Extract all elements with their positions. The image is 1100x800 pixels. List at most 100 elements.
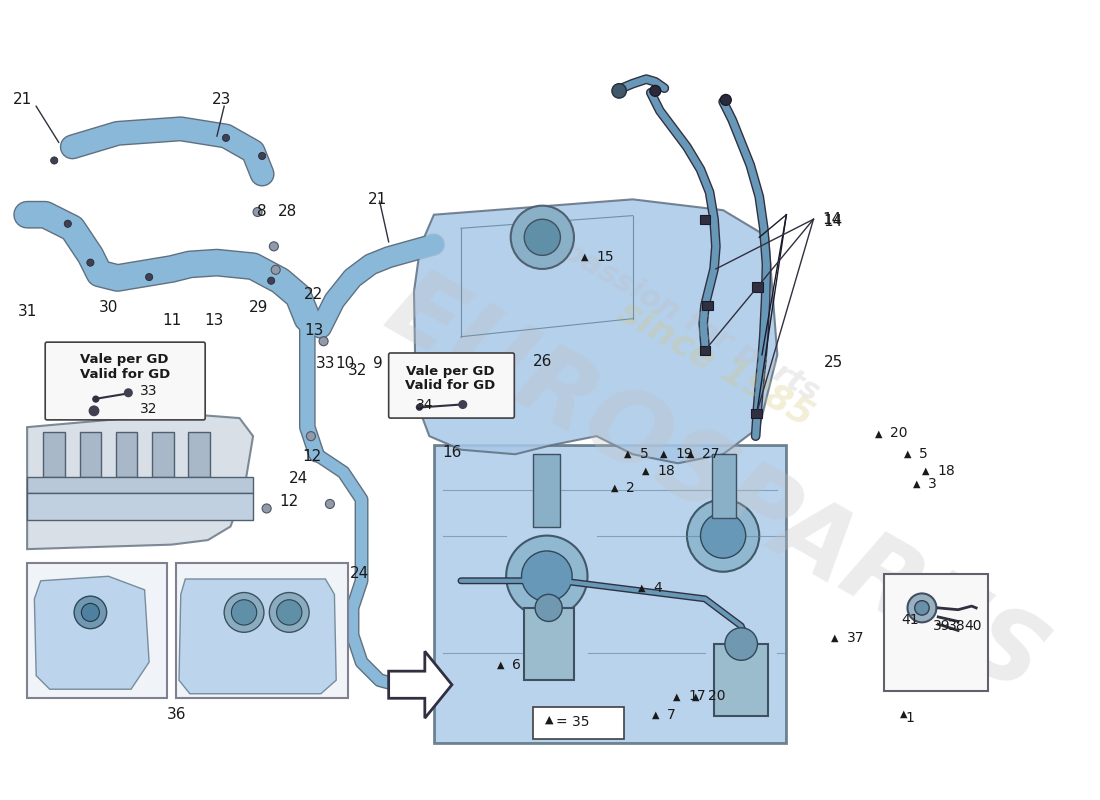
Circle shape [262,504,272,513]
Polygon shape [414,199,778,463]
Circle shape [51,157,58,164]
Circle shape [272,266,280,274]
Text: 7: 7 [667,707,675,722]
Polygon shape [433,445,786,743]
Text: 41: 41 [901,613,918,626]
Text: 5: 5 [920,447,928,462]
Bar [28,493,253,520]
Circle shape [307,432,316,441]
Polygon shape [179,579,337,694]
Bar [116,432,138,477]
Text: 5: 5 [640,447,649,462]
Text: ▲: ▲ [913,479,921,489]
Text: a passion for parts: a passion for parts [528,220,824,406]
Circle shape [915,601,930,615]
Circle shape [87,259,94,266]
Text: 2: 2 [626,481,635,494]
Text: 13: 13 [304,323,323,338]
Text: 24: 24 [350,566,370,581]
Text: EUROSPARES: EUROSPARES [371,259,1062,714]
Circle shape [416,404,424,411]
Bar [152,432,174,477]
Text: 26: 26 [532,354,552,369]
Bar [712,454,736,518]
Text: 31: 31 [18,304,36,319]
Circle shape [124,388,133,398]
Text: 1: 1 [905,711,914,725]
Text: Valid for GD: Valid for GD [405,379,495,392]
Text: 22: 22 [304,286,323,302]
Text: 10: 10 [336,356,355,371]
Text: 24: 24 [288,471,308,486]
Text: 34: 34 [417,398,433,411]
Text: 37: 37 [847,630,865,645]
Polygon shape [34,576,150,690]
Text: 18: 18 [657,463,675,478]
Polygon shape [28,414,253,549]
Text: Vale per GD: Vale per GD [406,365,494,378]
Circle shape [319,337,328,346]
Circle shape [510,206,574,269]
Text: 25: 25 [824,354,843,370]
Text: 21: 21 [368,192,387,207]
Circle shape [525,219,560,255]
Text: 16: 16 [442,445,462,460]
Circle shape [231,600,256,625]
Text: 4: 4 [653,581,662,595]
Circle shape [612,84,626,98]
Circle shape [535,594,562,622]
Circle shape [506,535,587,617]
Polygon shape [388,651,452,718]
Circle shape [701,513,746,558]
Circle shape [258,152,266,159]
Text: 40: 40 [965,619,982,633]
Bar [79,432,101,477]
Bar [28,477,253,493]
Circle shape [267,277,275,284]
Circle shape [224,593,264,632]
Text: ▲: ▲ [686,450,694,459]
Text: ▲: ▲ [610,482,618,493]
Text: ▲: ▲ [904,450,911,459]
Bar [702,301,713,310]
Text: 27: 27 [702,447,719,462]
Text: 14: 14 [824,214,843,230]
Circle shape [270,593,309,632]
Text: ▲: ▲ [922,466,930,475]
Text: 33: 33 [140,384,157,398]
Bar [700,214,711,224]
Circle shape [686,499,759,572]
Bar [751,409,762,418]
Text: 12: 12 [302,449,321,463]
Circle shape [92,395,99,402]
Text: 39: 39 [933,619,950,633]
Circle shape [326,499,334,509]
Circle shape [270,242,278,251]
Bar [700,346,711,355]
Text: 12: 12 [279,494,299,509]
Bar [884,574,988,691]
Circle shape [89,406,99,416]
Text: ▲: ▲ [581,252,589,262]
Circle shape [650,86,661,96]
Bar [534,707,624,739]
Text: 3: 3 [928,477,937,491]
Text: 20: 20 [707,690,725,703]
Text: ▲: ▲ [638,583,646,593]
Bar [714,644,768,716]
Bar [525,608,574,680]
Text: = 35: = 35 [556,714,590,729]
Bar [43,432,65,477]
Text: ▲: ▲ [900,709,908,718]
Text: ▲: ▲ [641,466,649,475]
Text: 15: 15 [596,250,614,264]
Text: 13: 13 [205,313,224,328]
Circle shape [720,94,732,106]
Text: 18: 18 [937,463,955,478]
Text: 38: 38 [947,619,965,633]
Text: ▲: ▲ [692,691,700,702]
Text: ▲: ▲ [625,450,631,459]
Bar [176,562,348,698]
FancyBboxPatch shape [388,353,515,418]
Circle shape [64,220,72,227]
